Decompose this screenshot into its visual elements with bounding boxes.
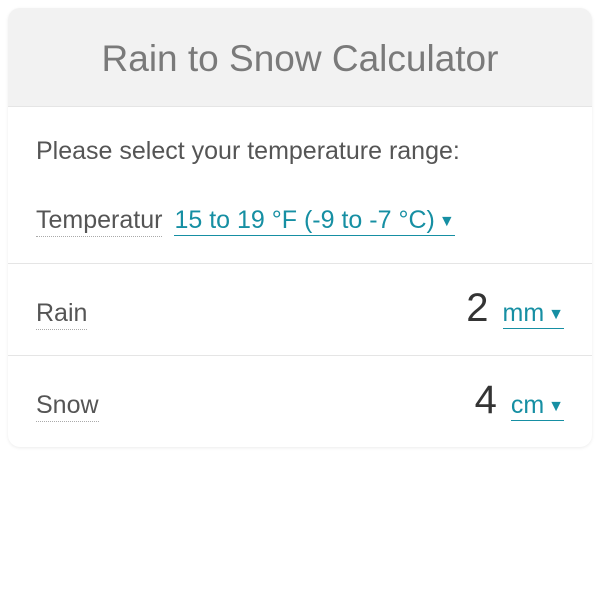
- temperature-row: Temperatur 15 to 19 °F (-9 to -7 °C) ▼: [8, 172, 592, 263]
- temperature-instruction: Please select your temperature range:: [8, 107, 592, 172]
- temperature-section: Please select your temperature range: Te…: [8, 106, 592, 263]
- rain-row: Rain 2 mm ▼: [8, 264, 592, 355]
- rain-unit-select[interactable]: mm ▼: [503, 299, 565, 329]
- rain-value-input[interactable]: 2: [87, 286, 488, 331]
- temperature-selected-value: 15 to 19 °F (-9 to -7 °C): [174, 206, 434, 235]
- chevron-down-icon: ▼: [548, 398, 564, 416]
- rain-section: Rain 2 mm ▼: [8, 263, 592, 355]
- calculator-card: Rain to Snow Calculator Please select yo…: [8, 8, 592, 447]
- chevron-down-icon: ▼: [439, 213, 455, 231]
- rain-label: Rain: [36, 299, 87, 330]
- snow-label: Snow: [36, 391, 99, 422]
- rain-unit-value: mm: [503, 299, 545, 328]
- card-title: Rain to Snow Calculator: [8, 8, 592, 106]
- snow-row: Snow 4 cm ▼: [8, 356, 592, 447]
- snow-unit-select[interactable]: cm ▼: [511, 391, 564, 421]
- snow-value-input[interactable]: 4: [99, 378, 497, 423]
- snow-section: Snow 4 cm ▼: [8, 355, 592, 447]
- temperature-label: Temperatur: [36, 206, 162, 237]
- chevron-down-icon: ▼: [548, 306, 564, 324]
- temperature-select[interactable]: 15 to 19 °F (-9 to -7 °C) ▼: [174, 206, 454, 236]
- snow-unit-value: cm: [511, 391, 544, 420]
